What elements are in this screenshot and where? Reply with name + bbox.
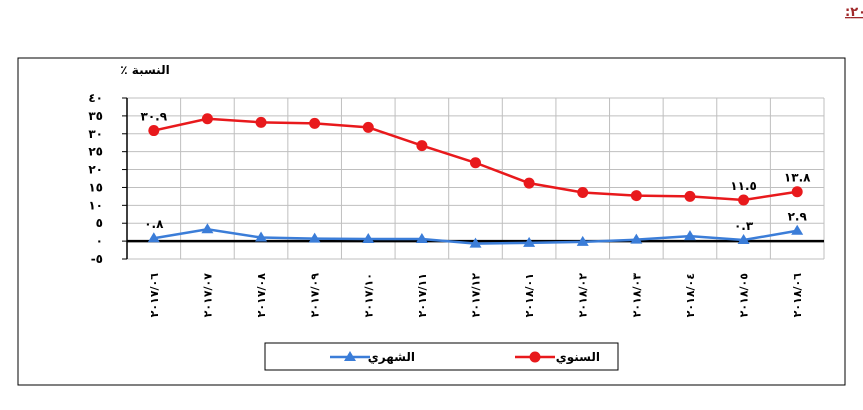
point [630,190,642,202]
x-tick-label: ٢٠١٨/٠٤ [684,273,697,317]
x-tick-label: ٢٠١٨/٠٣ [630,273,643,318]
point [309,117,321,129]
point [255,231,268,242]
y-tick-label: ٤٠ [88,91,103,105]
point [738,194,750,206]
x-tick-label: ٢٠١٧/١٢ [470,273,483,318]
point [344,351,356,361]
y-tick-label: ٢٥ [88,145,103,159]
legend-label: الشهري [368,350,415,364]
data-label: ٠.٣ [734,219,754,233]
point [255,116,267,128]
point [529,351,541,363]
point [362,232,375,243]
y-tick-label: ٣٥ [88,109,103,123]
chart-frame [17,57,846,386]
point [791,186,803,198]
x-tick-label: ٢٠١٧/٠٧ [201,273,214,318]
point [737,234,750,245]
point [362,121,374,133]
point [576,235,589,246]
data-label: ١١.٥ [730,179,757,193]
x-tick-label: ٢٠١٧/١٠ [362,273,375,317]
x-tick-label: ٢٠١٨/٠٥ [738,273,751,318]
y-tick-label: ١٥ [88,180,103,194]
point [630,233,643,244]
y-tick-label: ٣٠ [88,127,103,141]
x-tick-label: ٢٠١٧/٠٦ [148,273,161,318]
x-tick-label: ٢٠١٨/٠١ [523,273,536,317]
y-tick-label: ٢٠ [88,163,103,177]
x-tick-label: ٢٠١٧/٠٩ [309,273,322,318]
point [470,157,481,169]
data-label: ٢.٩ [788,210,808,224]
point [577,186,589,198]
point [416,140,428,152]
data-label: ١٣.٨ [784,171,811,185]
point [415,232,428,243]
x-tick-label: ٢٠١٨/٠٦ [791,273,804,318]
x-tick-label: ٢٠١٨/٠٢ [577,273,590,318]
y-tick-label: -٥ [91,252,103,266]
point [683,230,696,241]
point [147,232,160,243]
y-axis-label: النسبة ٪ [120,63,169,77]
y-tick-label: ٠ [96,234,103,248]
point [791,224,804,235]
y-tick-label: ١٠ [88,198,103,212]
point [201,113,213,125]
x-tick-label: ٢٠١٧/١١ [416,273,429,317]
data-label: ٠.٨ [144,217,164,231]
legend-label: السنوي [556,350,600,365]
legend [264,342,619,371]
point [523,236,536,247]
point [469,237,482,248]
point [684,190,696,202]
point [523,177,535,189]
point [308,232,321,243]
x-tick-label: ٢٠١٧/٠٨ [255,273,268,318]
chart-title: ثالثاً: نسبة التغير الشهرية والسنوية للر… [845,2,863,20]
data-label: ٣٠.٩ [141,110,168,124]
point [148,125,160,137]
point [201,223,214,234]
y-tick-label: ٥ [96,216,103,230]
